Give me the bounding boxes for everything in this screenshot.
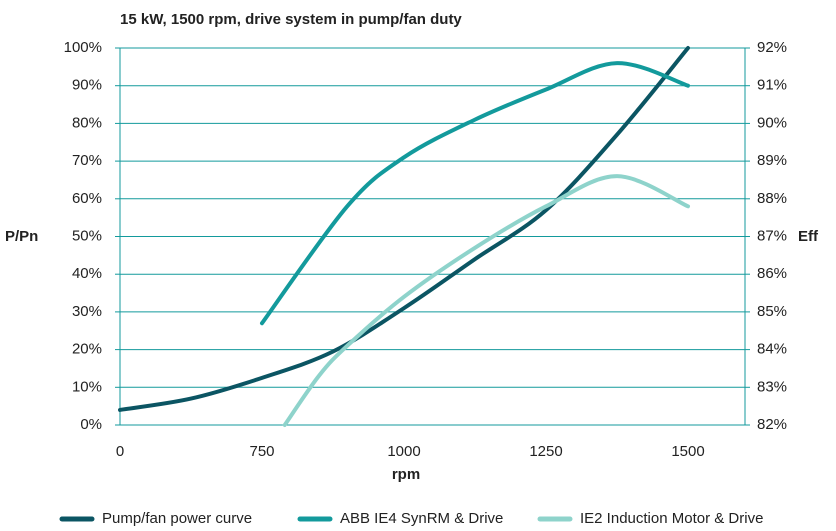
y-tick-label: 30% bbox=[72, 303, 102, 320]
y-axis-label: P/Pn bbox=[5, 228, 38, 245]
y-tick-label: 10% bbox=[72, 378, 102, 395]
x-tick-label: 0 bbox=[116, 443, 124, 460]
y2-tick-label: 92% bbox=[757, 39, 787, 56]
y-tick-label: 70% bbox=[72, 152, 102, 169]
x-tick-label: 1500 bbox=[671, 443, 704, 460]
y2-tick-label: 88% bbox=[757, 190, 787, 207]
y2-axis-label: Eff bbox=[798, 228, 819, 245]
y-tick-label: 50% bbox=[72, 227, 102, 244]
y-tick-label: 0% bbox=[80, 416, 102, 433]
y2-tick-label: 84% bbox=[757, 341, 787, 358]
x-tick-label: 1250 bbox=[529, 443, 562, 460]
y-tick-label: 80% bbox=[72, 114, 102, 131]
x-axis-label: rpm bbox=[392, 466, 420, 483]
y2-tick-label: 86% bbox=[757, 265, 787, 282]
y-tick-label: 100% bbox=[64, 39, 102, 56]
legend-label: IE2 Induction Motor & Drive bbox=[580, 510, 763, 527]
legend-label: ABB IE4 SynRM & Drive bbox=[340, 510, 503, 527]
x-tick-label: 1000 bbox=[387, 443, 420, 460]
y-tick-label: 60% bbox=[72, 190, 102, 207]
y-tick-label: 20% bbox=[72, 341, 102, 358]
y-tick-label: 90% bbox=[72, 77, 102, 94]
y2-tick-label: 91% bbox=[757, 77, 787, 94]
x-tick-label: 750 bbox=[249, 443, 274, 460]
y-tick-label: 40% bbox=[72, 265, 102, 282]
line-series bbox=[118, 46, 690, 412]
y2-tick-label: 89% bbox=[757, 152, 787, 169]
chart-title: 15 kW, 1500 rpm, drive system in pump/fa… bbox=[120, 11, 462, 28]
y2-tick-label: 90% bbox=[757, 114, 787, 131]
y2-tick-label: 83% bbox=[757, 378, 787, 395]
line-series bbox=[260, 61, 690, 326]
line-series bbox=[282, 174, 690, 427]
legend-label: Pump/fan power curve bbox=[102, 510, 252, 527]
y2-tick-label: 85% bbox=[757, 303, 787, 320]
y2-tick-label: 82% bbox=[757, 416, 787, 433]
y2-tick-label: 87% bbox=[757, 227, 787, 244]
